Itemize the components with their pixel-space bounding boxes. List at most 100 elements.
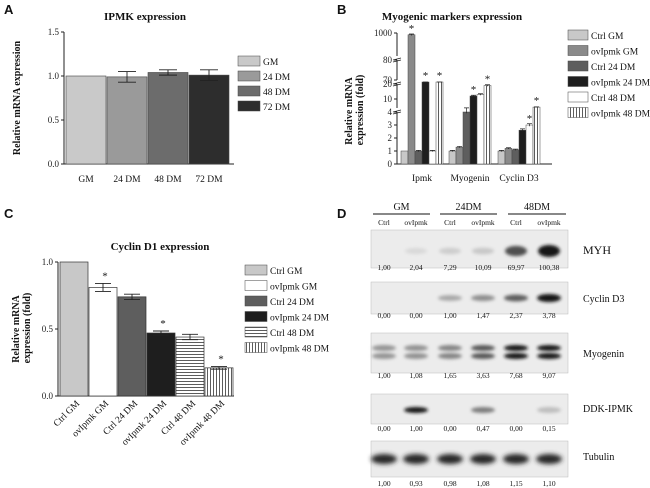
chart-c-legend-label: ovIpmk 48 DM bbox=[270, 345, 330, 355]
blot-band bbox=[405, 247, 427, 255]
chart-c-legend-label: Ctrl 24 DM bbox=[270, 298, 315, 308]
blot-quant-value: 2,04 bbox=[409, 263, 422, 272]
chart-a-ytick-label: 1.0 bbox=[48, 71, 60, 81]
chart-c-legend-label: ovIpmk GM bbox=[270, 283, 318, 293]
chart-b-title: Myogenic markers expression bbox=[382, 11, 522, 23]
blot-band bbox=[537, 294, 561, 302]
chart-c-ylabel: Relative mRNA expression (fold) bbox=[11, 293, 33, 364]
chart-b-legend-swatch bbox=[567, 107, 589, 118]
chart-b-error-bar bbox=[471, 94, 476, 97]
chart-b-ylabel: Relative mRNA expression (fold) bbox=[344, 75, 366, 146]
chart-b-bar bbox=[455, 146, 464, 165]
chart-a-category-label: 48 DM bbox=[154, 175, 182, 185]
chart-a-legend-label: 72 DM bbox=[263, 103, 291, 113]
chart-b-legend: Ctrl GM ovIpmk GM Ctrl 24 DM ovIpmk 24 DM Ct… bbox=[567, 29, 650, 120]
chart-c-bar bbox=[117, 296, 147, 397]
blot-band bbox=[471, 407, 495, 413]
chart-b-ytick-label: 70 bbox=[383, 75, 393, 85]
chart-b-bar bbox=[414, 150, 423, 165]
blot-band bbox=[403, 454, 429, 464]
blot-quant-value: 0,00 bbox=[377, 311, 390, 320]
chart-b-error-bar bbox=[464, 107, 469, 114]
chart-a-legend-swatch bbox=[237, 70, 261, 82]
chart-b-error-bar bbox=[457, 146, 462, 148]
chart-b-bar bbox=[504, 148, 513, 165]
chart-a-bar bbox=[147, 72, 189, 165]
chart-b-error-bar bbox=[478, 93, 483, 96]
blot-quant-value: 0,47 bbox=[476, 424, 489, 433]
blot-band bbox=[404, 407, 428, 413]
chart-b-ytick-label: 1 bbox=[388, 146, 393, 156]
blot-band bbox=[470, 454, 496, 464]
chart-b-category-label: Ipmk bbox=[412, 174, 432, 184]
chart-b-significance-star: * bbox=[485, 74, 491, 86]
chart-b-bar bbox=[476, 94, 485, 165]
blot-quant-value: 1,10 bbox=[542, 479, 555, 488]
chart-b-error-bar bbox=[416, 150, 421, 152]
chart-b-legend-label: ovIpmk 24 DM bbox=[591, 79, 650, 89]
chart-a-ytick-label: 0.5 bbox=[48, 115, 60, 125]
chart-b-bar bbox=[428, 150, 437, 165]
blot-band bbox=[471, 345, 495, 351]
blot-quant-value: 1,65 bbox=[443, 371, 456, 380]
chart-c-error-bar bbox=[124, 293, 140, 300]
blot-protein-label: MYH bbox=[583, 243, 611, 257]
chart-c-ytick-label: 0.0 bbox=[42, 391, 54, 401]
chart-a-error-bar bbox=[118, 71, 136, 83]
chart-b-ytick-label: 10 bbox=[383, 94, 393, 104]
chart-c-bar bbox=[175, 336, 205, 397]
chart-b-bar bbox=[400, 150, 409, 165]
chart-c-legend-swatch bbox=[244, 264, 268, 276]
chart-c-ylabel-line2: expression (fold) bbox=[22, 293, 33, 364]
chart-a-legend-swatch bbox=[237, 55, 261, 67]
panel-letter-a: A bbox=[4, 2, 14, 17]
chart-c-legend-swatch bbox=[244, 280, 268, 291]
blot-quant-value: 69,97 bbox=[508, 263, 525, 272]
chart-a-error-bar bbox=[200, 69, 218, 81]
chart-b-legend-label: Ctrl 48 DM bbox=[591, 94, 636, 104]
chart-b-legend-swatch bbox=[567, 60, 589, 72]
blot-protein-label: Myogenin bbox=[583, 349, 624, 360]
chart-c-ytick-label: 1.0 bbox=[42, 257, 54, 267]
blot-quant-value: 0,93 bbox=[409, 479, 422, 488]
chart-b-legend-label: ovIpmk 48 DM bbox=[591, 110, 650, 120]
chart-b-bar bbox=[421, 81, 430, 165]
blot-lane-label: Ctrl bbox=[444, 218, 456, 227]
chart-a-category-labels: GM 24 DM 48 DM 72 DM bbox=[78, 175, 223, 185]
chart-a-legend-label: 48 DM bbox=[263, 88, 291, 98]
chart-c-bar bbox=[204, 367, 234, 397]
chart-b-significance-star: * bbox=[534, 95, 540, 107]
chart-c-legend-swatch bbox=[244, 311, 268, 322]
blot-band bbox=[504, 345, 528, 351]
blot-membrane bbox=[370, 393, 569, 425]
chart-a-title: IPMK expression bbox=[104, 11, 186, 23]
chart-c-error-bar bbox=[182, 333, 198, 341]
blot-lane-label: Ctrl bbox=[510, 218, 522, 227]
chart-c-bar bbox=[146, 332, 176, 397]
chart-c-error-bar bbox=[211, 366, 227, 370]
blot-protein-label: Tubulin bbox=[583, 452, 614, 463]
chart-b-error-bar bbox=[527, 123, 532, 127]
chart-b-legend-swatch bbox=[567, 91, 589, 103]
blot-quant-value: 9,07 bbox=[542, 371, 555, 380]
blot-lane-label: ovIpmk bbox=[537, 218, 561, 227]
chart-b-bar bbox=[435, 81, 444, 165]
blot-membrane bbox=[370, 281, 569, 315]
blot-band bbox=[471, 353, 495, 359]
chart-c-ytick-label: 0.5 bbox=[42, 324, 54, 334]
chart-b-ytick-label: 3 bbox=[388, 120, 393, 130]
chart-a-bar bbox=[188, 74, 230, 165]
chart-c-ylabel-line1: Relative mRNA bbox=[11, 294, 22, 362]
chart-b-significance-star: * bbox=[423, 70, 429, 82]
chart-b-bar bbox=[448, 150, 457, 165]
blot-membrane bbox=[370, 332, 569, 374]
chart-b-legend-swatch bbox=[567, 45, 589, 56]
blot-band bbox=[504, 294, 528, 302]
chart-b-error-bar bbox=[499, 150, 504, 152]
chart-c-legend-swatch bbox=[244, 326, 268, 338]
blot-band bbox=[439, 247, 461, 255]
blot-band bbox=[503, 454, 529, 464]
blot-band bbox=[536, 454, 562, 464]
chart-a-ylabel: Relative mRNA expression bbox=[12, 40, 23, 155]
